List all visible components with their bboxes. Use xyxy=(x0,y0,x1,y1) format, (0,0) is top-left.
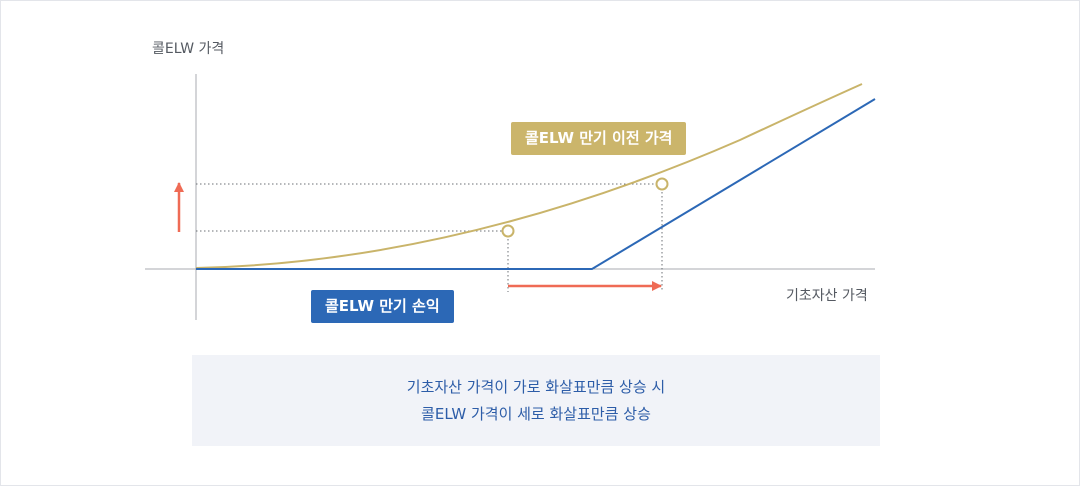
y-axis-label: 콜ELW 가격 xyxy=(152,41,225,57)
series-payoff-at-expiry xyxy=(196,98,876,270)
curve-point-low xyxy=(501,224,515,238)
curve-point-high xyxy=(655,177,669,191)
caption-box: 기초자산 가격이 가로 화살표만큼 상승 시 콜ELW 가격이 세로 화살표만큼… xyxy=(192,355,880,446)
x-axis-label: 기초자산 가격 xyxy=(786,288,868,304)
series-before-expiry-price xyxy=(195,83,863,269)
caption-line-1: 기초자산 가격이 가로 화살표만큼 상승 시 xyxy=(406,377,666,396)
label-payoff-at-expiry: 콜ELW 만기 손익 xyxy=(311,290,454,323)
label-before-expiry-price: 콜ELW 만기 이전 가격 xyxy=(511,122,687,155)
caption-line-2: 콜ELW 가격이 세로 화살표만큼 상승 xyxy=(421,404,651,423)
